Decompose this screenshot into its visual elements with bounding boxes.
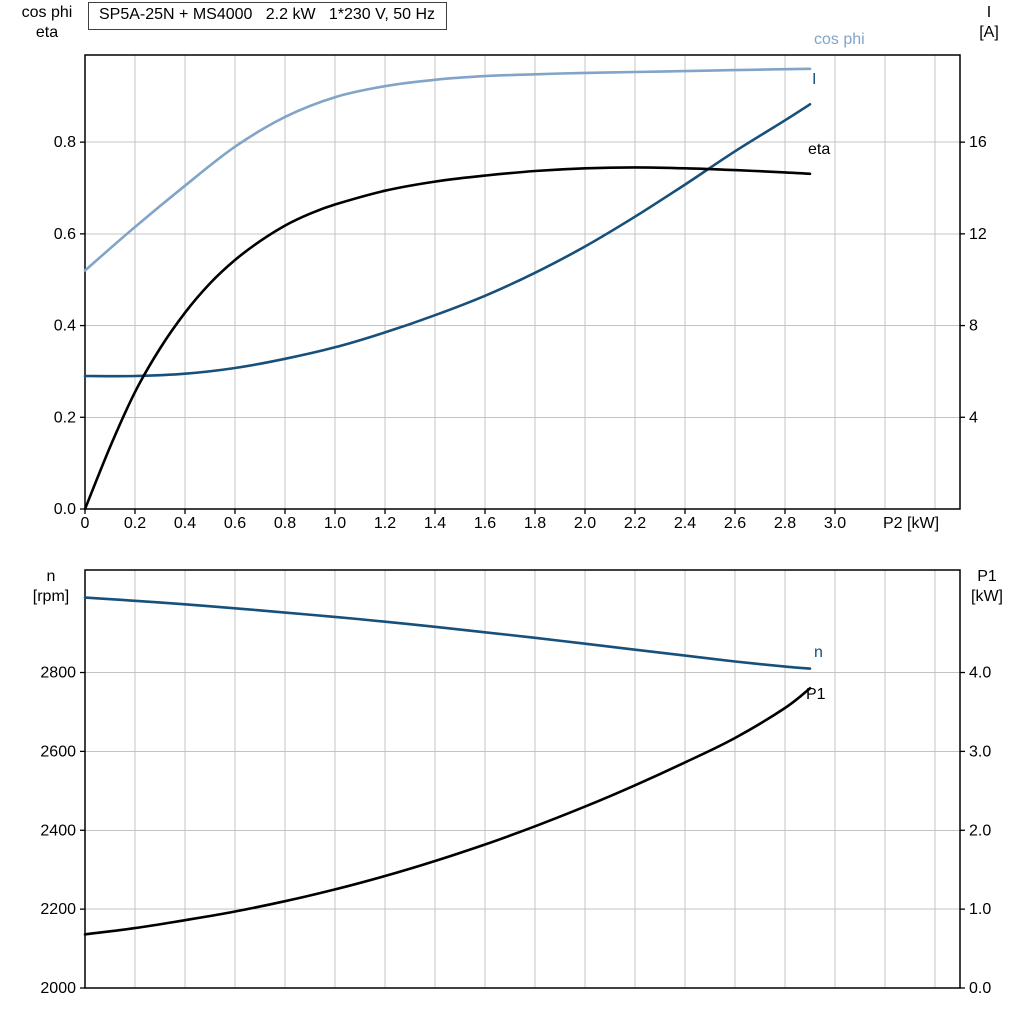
left-axis-tick-label: 2800 (40, 665, 76, 682)
axis-title-line-current: I (986, 4, 992, 21)
x-axis-tick-label: 0.4 (174, 515, 196, 532)
axis-title-line-rpm-unit: [rpm] (32, 588, 70, 605)
left-axis-tick-label: 0.2 (54, 409, 76, 426)
left-axis-tick-label: 0.6 (54, 226, 76, 243)
series-curve-cos-phi (83, 67, 812, 272)
axis-title-line-eta: eta (35, 24, 59, 41)
x-axis-tick-label: 2.6 (724, 515, 746, 532)
left-axis-tick-label: 0.8 (54, 134, 76, 151)
x-axis-tick-label: 1.0 (324, 515, 346, 532)
x-axis-tick-label: 1.6 (474, 515, 496, 532)
left-axis-tick-label: 2000 (40, 980, 76, 997)
series-label-speed: n (814, 644, 823, 661)
x-axis-tick-label: 0.8 (274, 515, 296, 532)
left-axis-tick-label: 2600 (40, 743, 76, 760)
x-axis-tick-label: 1.4 (424, 515, 446, 532)
x-axis-tick-label: 2.2 (624, 515, 646, 532)
axis-title-line-cos-phi: cos phi (21, 4, 73, 21)
series-label-cos-phi: cos phi (814, 31, 865, 48)
series-label-eta: eta (808, 141, 831, 158)
right-axis-tick-label: 3.0 (969, 743, 991, 760)
left-axis-tick-label: 2400 (40, 822, 76, 839)
x-axis-tick-label: 2.0 (574, 515, 596, 532)
series-curve-eta (83, 166, 812, 511)
bottom-chart-canvas: 2000 2200 2400 2600 2800 0.0 1.0 2.0 3.0 4.0 (40, 569, 991, 997)
right-axis-tick-label: 0.0 (969, 980, 991, 997)
plot-frame (84, 569, 961, 989)
x-axis-tick-label: 0.2 (124, 515, 146, 532)
x-axis-tick-label: 3.0 (824, 515, 846, 532)
x-axis-tick-label: 1.2 (374, 515, 396, 532)
left-axis-tick-label: 2200 (40, 901, 76, 918)
series-curve-p1 (83, 687, 812, 936)
right-axis-tick-label: 8 (969, 318, 978, 335)
x-axis-tick-label: 0 (81, 515, 90, 532)
right-axis-tick-label: 4.0 (969, 665, 991, 682)
axis-title-line-ampere-unit: [A] (979, 24, 999, 41)
x-axis-tick-label: 2.4 (674, 515, 696, 532)
axis-title-line-kw-unit: [kW] (971, 588, 1003, 605)
axis-title-line-p1: P1 (977, 568, 997, 585)
top-left-axis-title: cos phi eta (4, 3, 90, 43)
right-axis-tick-label: 2.0 (969, 822, 991, 839)
x-axis-title: P2 [kW] (883, 515, 939, 532)
x-axis-tick-label: 0.6 (224, 515, 246, 532)
x-axis-tick-label: 2.8 (774, 515, 796, 532)
series-curve-speed (83, 596, 812, 670)
series-label-p1: P1 (806, 686, 826, 703)
x-axis-tick-label: 1.8 (524, 515, 546, 532)
left-axis-tick-label: 0.0 (54, 501, 76, 518)
right-axis-tick-label: 4 (969, 409, 978, 426)
top-chart-canvas: 0.0 0.2 0.4 0.6 0.8 4 8 12 16 0 0.2 0.4 0.6 0.8 1.0 1.2… (54, 54, 987, 532)
right-axis-tick-label: 1.0 (969, 901, 991, 918)
right-axis-tick-label: 16 (969, 134, 987, 151)
top-right-axis-title: I [A] (960, 3, 1018, 43)
left-axis-tick-label: 0.4 (54, 318, 76, 335)
series-label-current: I (812, 71, 817, 88)
axis-title-line-speed: n (46, 568, 56, 585)
right-axis-tick-label: 12 (969, 226, 987, 243)
plot-frame (84, 54, 961, 510)
chart-title-box: SP5A-25N + MS4000 2.2 kW 1*230 V, 50 Hz (88, 2, 448, 30)
series-curve-current (83, 103, 812, 378)
bottom-left-axis-title: n [rpm] (12, 567, 90, 607)
bottom-right-axis-title: P1 [kW] (956, 567, 1018, 607)
